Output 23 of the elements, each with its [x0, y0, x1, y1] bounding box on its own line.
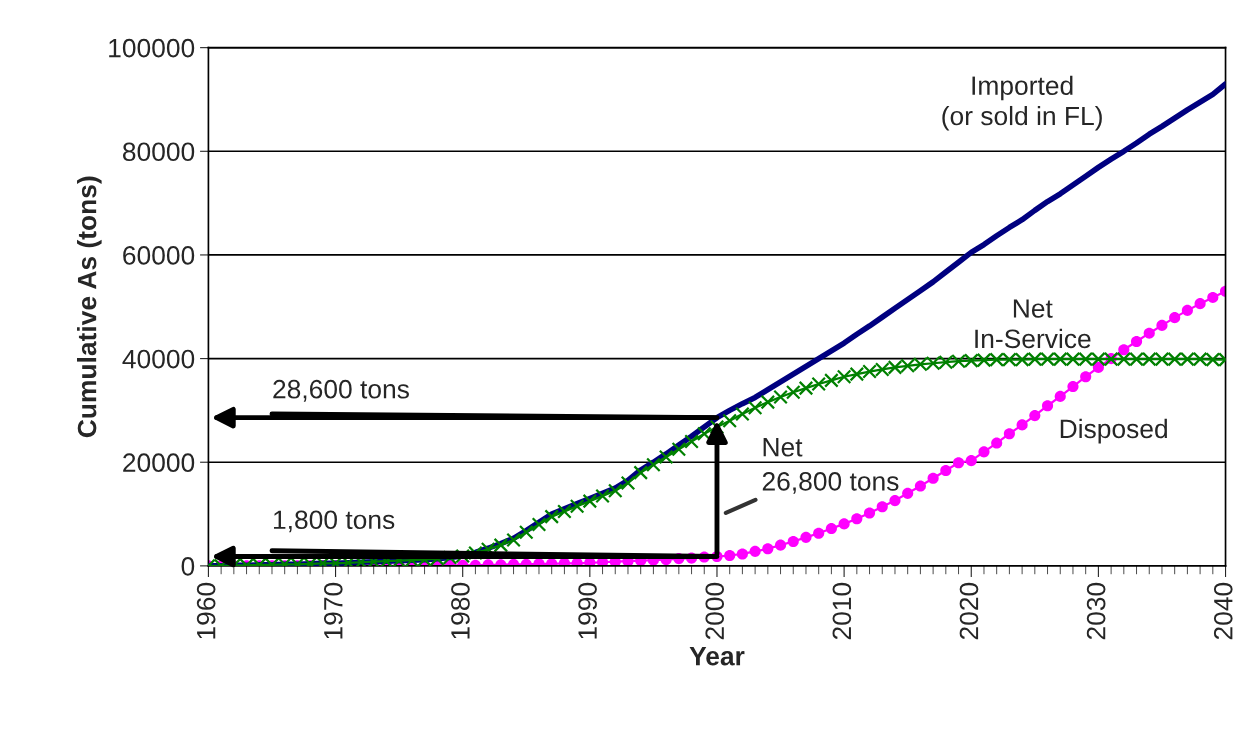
series-label: Imported (or sold in FL)	[942, 75, 1102, 131]
series-label: Disposed	[1060, 418, 1167, 444]
series-label: Net In-Service	[975, 299, 1091, 349]
x-tick-label: 1980	[451, 582, 470, 639]
x-tick-label: 2000	[705, 582, 725, 640]
y-tick-label: 40000	[122, 349, 195, 369]
x-tick-label: 1990	[578, 582, 597, 639]
y-tick-label: 60000	[123, 246, 195, 265]
x-tick-label: 1970	[323, 582, 343, 639]
x-tick-label: 2010	[832, 582, 852, 640]
x-tick-label: 1960	[196, 582, 216, 639]
y-tick-label: 100000	[109, 38, 195, 58]
annotation: Net 26,800 tons	[762, 438, 899, 494]
x-tick-label: 2040	[1213, 582, 1233, 640]
y-tick-label: 80000	[122, 142, 195, 162]
annotation: 1,800 tons	[274, 510, 395, 533]
y-tick-label: 20000	[123, 453, 195, 473]
annotation: 28,600 tons	[273, 379, 409, 402]
x-tick-label: 2030	[1086, 582, 1106, 640]
y-axis-title: Cumulative As (tons)	[77, 176, 102, 438]
x-axis-title: Year	[689, 647, 745, 666]
y-tick-label: 0	[181, 557, 195, 576]
x-tick-label: 2020	[959, 582, 979, 640]
